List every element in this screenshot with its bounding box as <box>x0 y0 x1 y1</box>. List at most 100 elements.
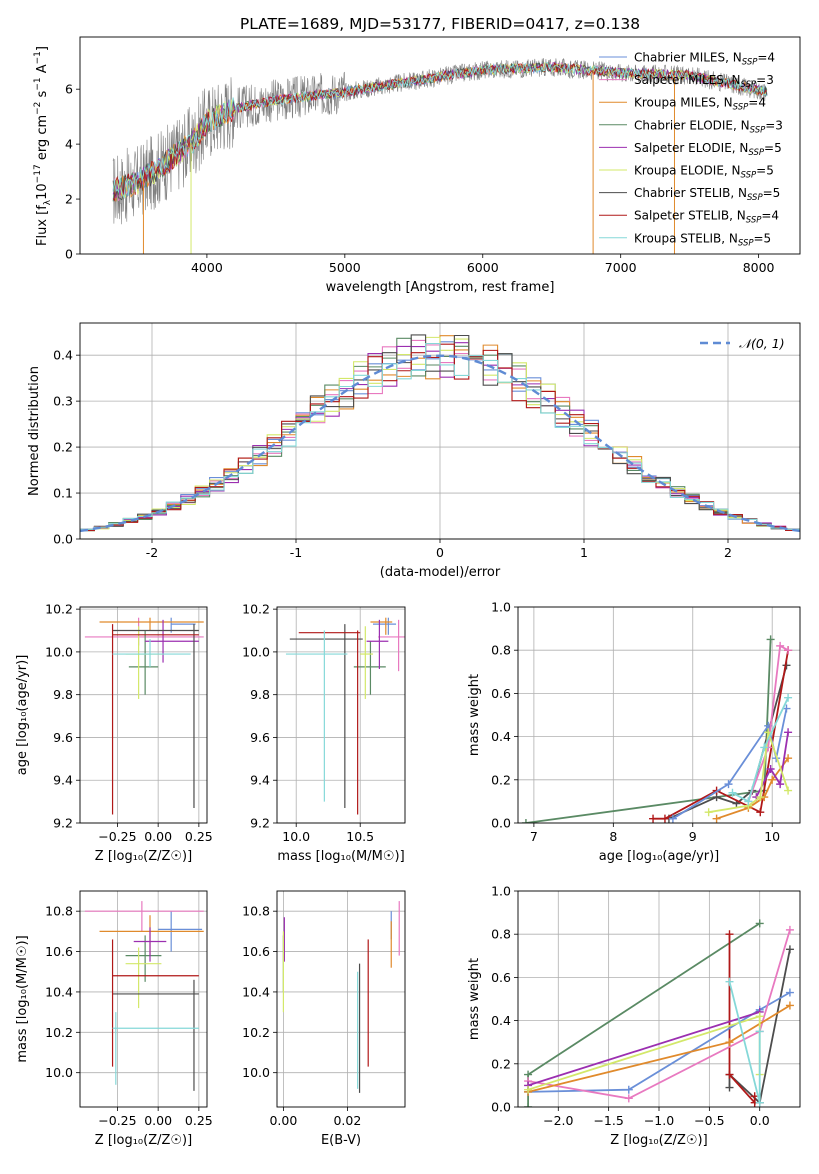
x-tick-label: 0.00 <box>144 1113 172 1128</box>
marker-ks <box>755 1098 764 1107</box>
point-ce <box>353 641 386 695</box>
x-axis-label: wavelength [Angstrom, rest frame] <box>326 280 555 295</box>
chart-age-vs-Z: −0.25 0.00 0.25 9.2 9.4 9.6 9.8 10.0 10.2 Z [log₁… <box>15 602 213 864</box>
x-tick-label: −1.0 <box>644 1113 674 1128</box>
marker-se <box>784 728 793 737</box>
marker-ke <box>524 1085 533 1094</box>
y-tick-label: 0.2 <box>491 1056 511 1071</box>
x-tick-label: 5000 <box>329 260 361 275</box>
x-tick-label: 10.0 <box>282 829 310 844</box>
series-se <box>755 732 789 798</box>
x-tick-label: 8000 <box>743 260 775 275</box>
chart-spectrum: 4000 5000 6000 7000 8000 0 2 4 6 wavelength [Angs… <box>33 36 801 295</box>
x-tick-label: 6000 <box>467 260 499 275</box>
marker-ks <box>755 1027 764 1036</box>
marker-ss <box>660 814 669 823</box>
legend-label: Chabrier MILES, NSSP=4 <box>634 51 775 68</box>
marker-ks <box>728 788 737 797</box>
x-tick-label: 0.02 <box>333 1113 361 1128</box>
point-ss <box>111 624 199 815</box>
series-ks <box>732 697 789 803</box>
y-tick-label: 10.2 <box>242 602 270 617</box>
x-tick-label: 10.5 <box>346 829 374 844</box>
x-axis-label: Z [log₁₀(Z/Z☉)] <box>95 849 192 864</box>
y-tick-label: 0.6 <box>491 970 511 985</box>
x-tick-label: 7 <box>530 829 538 844</box>
point-km <box>370 617 393 635</box>
x-axis-label: Z [log₁₀(Z/Z☉)] <box>610 1133 707 1148</box>
axes-frame <box>517 606 801 824</box>
y-axis-label: Flux [fλ​10−17​ erg cm−2​ s−1​ A−1​] <box>33 46 53 246</box>
point-ss <box>111 939 199 1067</box>
model-spectrum-cs <box>112 61 768 201</box>
y-tick-label: 6 <box>65 82 73 97</box>
marker-ks <box>744 797 753 806</box>
y-tick-label: 10.8 <box>45 904 73 919</box>
y-tick-label: 9.2 <box>53 816 73 831</box>
x-tick-label: 0.00 <box>269 1113 297 1128</box>
marker-sm <box>624 1094 633 1103</box>
marker-km <box>768 775 777 784</box>
point-ks <box>112 639 191 667</box>
plot-area-mass-weight-vs-Z <box>524 919 794 1107</box>
y-axis-label: mass weight <box>467 958 482 1040</box>
marker-sm <box>776 641 785 650</box>
y-tick-label: 0 <box>65 247 73 262</box>
legend-label: Kroupa MILES, NSSP=4 <box>634 96 766 113</box>
point-cm <box>373 617 397 635</box>
legend-histogram: 𝒩(0, 1) <box>700 336 785 351</box>
marker-ce <box>521 819 530 823</box>
legend-label: Salpeter MILES, NSSP=3 <box>634 73 774 90</box>
x-tick-label: 0 <box>436 545 444 560</box>
figure-title: PLATE=1689, MJD=53177, FIBERID=0417, z=0… <box>240 15 640 33</box>
y-tick-label: 10.0 <box>45 644 73 659</box>
x-axis-label: E(B-V) <box>321 1133 361 1148</box>
model-spectrum-ks <box>112 62 768 200</box>
y-tick-label: 4 <box>65 137 73 152</box>
marker-se <box>776 780 785 789</box>
x-tick-label: -1 <box>290 545 302 560</box>
marker-sm <box>785 925 794 934</box>
y-tick-label: 0.0 <box>53 532 73 547</box>
x-tick-label: 0.25 <box>185 829 213 844</box>
y-axis-label: age [log₁₀(age/yr)] <box>15 655 30 776</box>
x-tick-label: -2 <box>146 545 158 560</box>
axes-frame <box>79 36 801 255</box>
y-axis-label: mass weight <box>467 674 482 756</box>
plot-area-age-vs-mass <box>285 617 405 815</box>
y-tick-label: 10.6 <box>45 944 73 959</box>
x-tick-label: −0.25 <box>98 829 136 844</box>
series-sm <box>527 929 791 1100</box>
plot-area-mass-weight-vs-age <box>521 635 793 823</box>
y-tick-label: 10.4 <box>45 984 73 999</box>
plot-area-mass-vs-Z <box>84 901 204 1091</box>
histogram-ks <box>80 343 800 530</box>
marker-ke <box>755 1012 764 1021</box>
point-ks <box>285 630 348 802</box>
y-tick-label: 0.1 <box>53 486 73 501</box>
marker-sm <box>784 646 793 655</box>
marker-ss <box>649 814 658 823</box>
axes-frame <box>79 606 208 824</box>
x-tick-label: 0.0 <box>750 1113 770 1128</box>
marker-se <box>766 765 775 773</box>
chart-residuals: -2 -1 0 1 2 0.0 0.1 0.2 0.3 0.4 (data-model)/error… <box>27 322 801 580</box>
x-axis-label: age [log₁₀(age/yr)] <box>599 849 720 864</box>
point-cs <box>289 624 363 809</box>
plot-area-residuals <box>80 334 800 533</box>
point-km <box>99 617 204 631</box>
marker-ce <box>524 1103 533 1107</box>
model-spectrum-se <box>112 62 768 199</box>
legend-label: Chabrier ELODIE, NSSP=3 <box>634 118 783 135</box>
y-tick-label: 10.2 <box>45 602 73 617</box>
point-ks <box>112 1012 199 1085</box>
marker-cm <box>724 780 733 789</box>
plot-area-age-vs-Z <box>84 617 204 815</box>
x-tick-label: 0.25 <box>185 1113 213 1128</box>
chart-mass-weight-vs-age: 7 8 9 10 0.0 0.2 0.4 0.6 0.8 1.0 age [log₁₀(age/yr… <box>467 600 801 864</box>
axes-frame <box>517 890 801 1108</box>
legend-label: Salpeter ELODIE, NSSP=5 <box>634 141 782 158</box>
x-tick-label: 1 <box>580 545 588 560</box>
y-tick-label: 9.4 <box>250 773 270 788</box>
